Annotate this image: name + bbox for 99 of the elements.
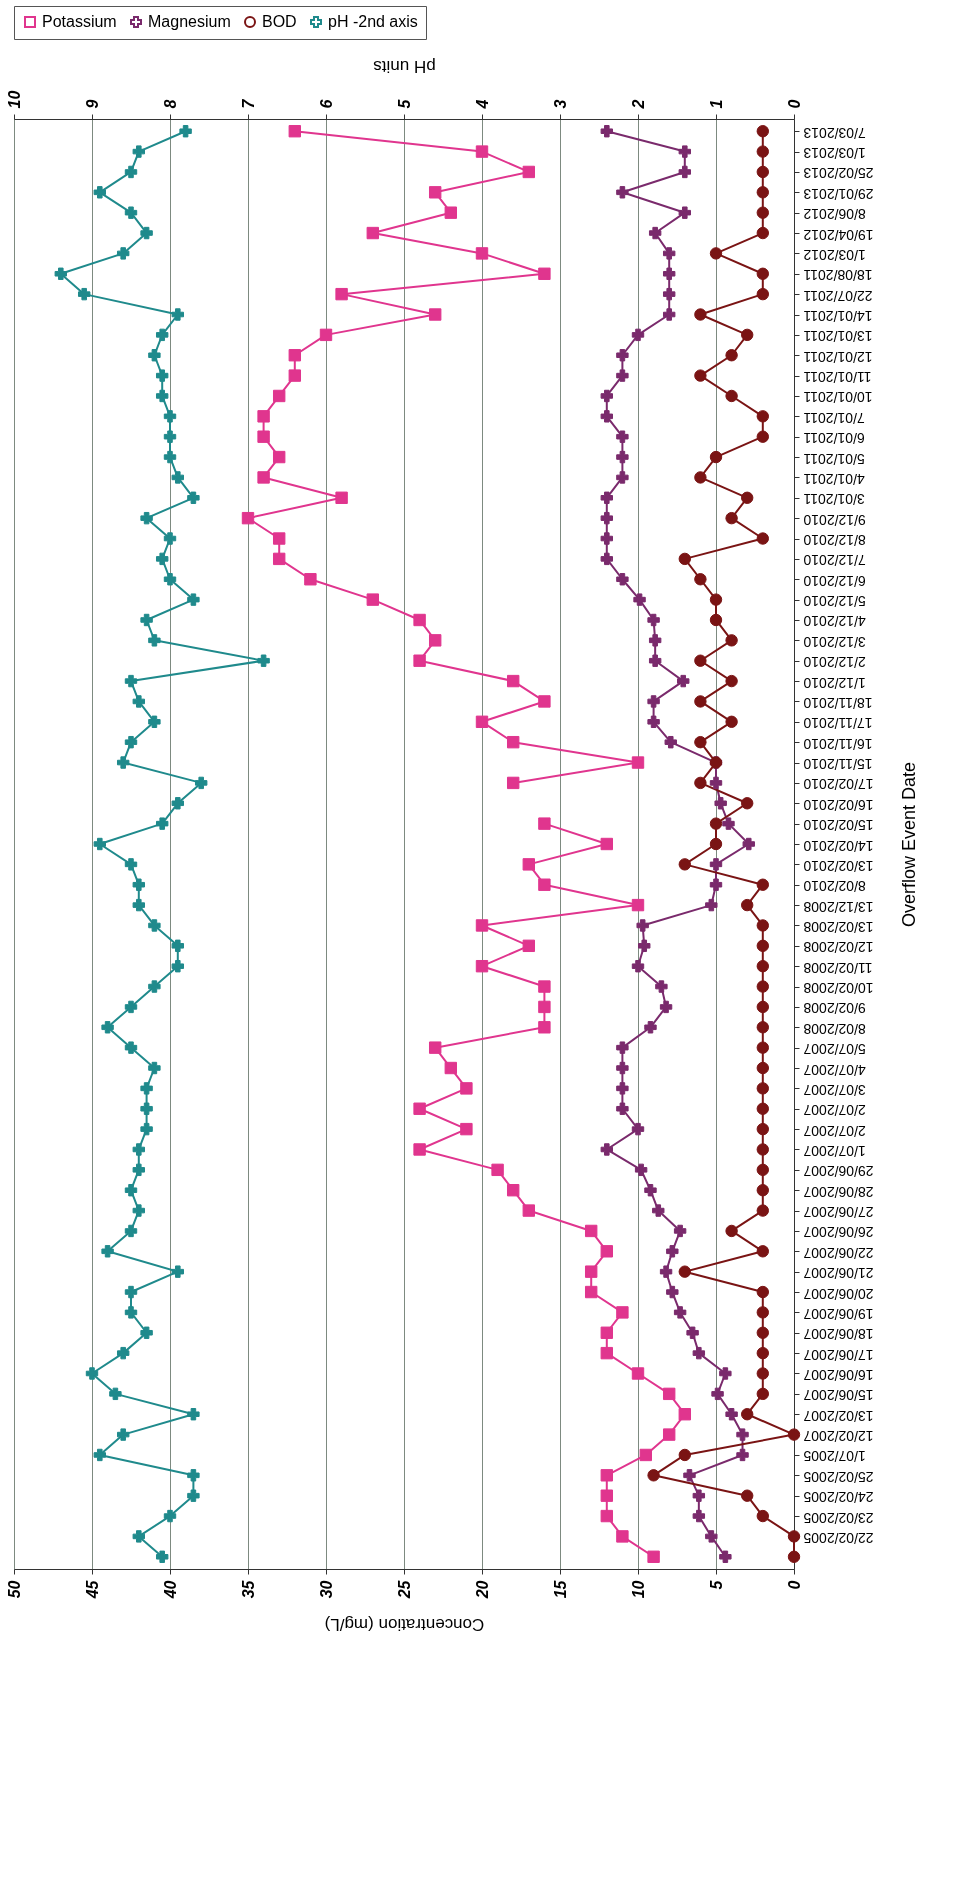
x-tick-label: 0 bbox=[785, 1580, 803, 1590]
legend-label: Potassium bbox=[42, 13, 117, 30]
y-tick-label: 12/02/2008 bbox=[803, 939, 874, 956]
y-tick-label: 3/07/2007 bbox=[803, 1081, 866, 1098]
y-tick-label: 29/01/2013 bbox=[803, 185, 874, 202]
y-tick-label: 2/07/2007 bbox=[803, 1102, 866, 1119]
y-tick-label: 8/06/2012 bbox=[803, 206, 866, 223]
y-tick-label: 20/06/2007 bbox=[803, 1285, 874, 1302]
y-tick-label: 8/12/2010 bbox=[803, 532, 866, 549]
y-tick-label: 3/12/2010 bbox=[803, 633, 866, 650]
x-tick-label: 30 bbox=[317, 1580, 335, 1599]
y-tick-label: 7/03/2013 bbox=[803, 124, 866, 141]
y-tick-label: 7/01/2011 bbox=[803, 409, 865, 426]
y-tick-label: 9/12/2010 bbox=[803, 511, 866, 528]
y-tick-label: 14/01/2011 bbox=[803, 308, 873, 325]
y-tick-label: 9/02/2008 bbox=[803, 1000, 866, 1017]
y-tick-label: 4/07/2007 bbox=[803, 1061, 866, 1078]
y-tick-label: 5/07/2007 bbox=[803, 1041, 866, 1058]
y-tick-label: 1/12/2010 bbox=[803, 674, 866, 691]
y-tick-label: 27/06/2007 bbox=[803, 1204, 874, 1221]
y-tick-label: 28/06/2007 bbox=[803, 1183, 874, 1200]
x-axis-title: Concentration (mg/L) bbox=[324, 1615, 485, 1635]
y-tick-label: 8/02/2008 bbox=[803, 1020, 866, 1037]
y-tick-label: 17/11/2010 bbox=[803, 715, 873, 732]
y-tick-label: 19/04/2012 bbox=[803, 226, 874, 243]
y-tick-label: 10/01/2011 bbox=[803, 389, 873, 406]
legend-label: Magnesium bbox=[148, 13, 231, 30]
y-tick-label: 11/02/2008 bbox=[803, 959, 873, 976]
y-tick-label: 14/02/2010 bbox=[803, 837, 874, 854]
y-tick-label: 13/02/2010 bbox=[803, 857, 874, 874]
y-tick-label: 13/12/2008 bbox=[803, 898, 874, 915]
y-tick-label: 13/01/2011 bbox=[803, 328, 873, 345]
y-tick-label: 7/12/2010 bbox=[803, 552, 866, 569]
y-tick-label: 2/07/2007 bbox=[803, 1122, 866, 1139]
x-tick-label: 10 bbox=[629, 1580, 647, 1599]
y-tick-label: 11/01/2011 bbox=[803, 369, 872, 386]
y-tick-label: 5/01/2011 bbox=[803, 450, 865, 467]
y-tick-label: 16/02/2010 bbox=[803, 796, 874, 813]
x2-tick-label: 7 bbox=[239, 98, 257, 109]
legend-label: pH -2nd axis bbox=[328, 13, 418, 30]
y-tick-label: 1/03/2013 bbox=[803, 145, 866, 162]
x2-tick-label: 5 bbox=[395, 98, 413, 109]
y-tick-label: 26/06/2007 bbox=[803, 1224, 874, 1241]
y-tick-label: 17/02/2010 bbox=[803, 776, 874, 793]
y-tick-label: 8/02/2010 bbox=[803, 878, 866, 895]
y-tick-label: 15/06/2007 bbox=[803, 1387, 874, 1404]
y-tick-label: 12/02/2007 bbox=[803, 1428, 874, 1445]
y-tick-label: 6/12/2010 bbox=[803, 572, 866, 589]
y-tick-label: 21/06/2007 bbox=[803, 1265, 874, 1282]
y-tick-label: 22/06/2007 bbox=[803, 1244, 874, 1261]
y-tick-label: 18/06/2007 bbox=[803, 1326, 874, 1343]
x2-tick-label: 3 bbox=[551, 99, 569, 109]
y-tick-label: 2/12/2010 bbox=[803, 654, 866, 671]
y-tick-label: 16/11/2010 bbox=[803, 735, 873, 752]
y-tick-label: 12/01/2011 bbox=[803, 348, 873, 365]
x-tick-label: 50 bbox=[5, 1580, 23, 1599]
y-tick-label: 5/12/2010 bbox=[803, 593, 866, 610]
x2-tick-label: 2 bbox=[629, 99, 647, 110]
x-tick-label: 5 bbox=[707, 1579, 725, 1590]
x-tick-label: 25 bbox=[395, 1579, 413, 1600]
x-tick-label: 35 bbox=[239, 1579, 257, 1599]
y-tick-label: 25/02/2005 bbox=[803, 1468, 874, 1485]
x2-tick-label: 1 bbox=[707, 99, 725, 109]
y-tick-label: 22/07/2011 bbox=[803, 287, 873, 304]
x2-tick-label: 9 bbox=[83, 99, 101, 109]
x2-tick-label: 0 bbox=[785, 99, 803, 109]
y-tick-label: 16/06/2007 bbox=[803, 1366, 874, 1383]
y-tick-label: 1/03/2012 bbox=[803, 246, 866, 263]
y-axis-title: Overflow Event Date bbox=[898, 761, 919, 928]
y-tick-label: 4/01/2011 bbox=[803, 470, 865, 487]
y-tick-label: 15/11/2010 bbox=[803, 756, 873, 773]
legend-label: BOD bbox=[262, 13, 297, 30]
y-tick-label: 1/07/2005 bbox=[803, 1448, 866, 1465]
y-tick-label: 13/02/2007 bbox=[803, 1407, 874, 1424]
x2-tick-label: 6 bbox=[317, 99, 335, 109]
x2-tick-label: 8 bbox=[161, 99, 179, 109]
y-tick-label: 19/06/2007 bbox=[803, 1305, 874, 1322]
y-tick-label: 1/07/2007 bbox=[803, 1142, 866, 1159]
y-tick-label: 18/11/2010 bbox=[803, 694, 873, 711]
y-tick-label: 24/02/2005 bbox=[803, 1489, 874, 1506]
y-tick-label: 18/08/2011 bbox=[803, 267, 873, 284]
y-tick-label: 10/02/2008 bbox=[803, 980, 874, 997]
y-tick-label: 23/02/2005 bbox=[803, 1509, 874, 1526]
x-tick-label: 15 bbox=[551, 1579, 569, 1599]
y-tick-label: 4/12/2010 bbox=[803, 613, 866, 630]
x2-tick-label: 4 bbox=[473, 99, 491, 110]
x2-tick-label: 10 bbox=[5, 90, 23, 109]
y-tick-label: 29/06/2007 bbox=[803, 1163, 874, 1180]
y-tick-label: 6/01/2011 bbox=[803, 430, 865, 447]
y-tick-label: 22/02/2005 bbox=[803, 1529, 874, 1546]
y-tick-label: 13/02/2008 bbox=[803, 918, 874, 935]
y-tick-label: 3/01/2011 bbox=[803, 491, 865, 508]
x-tick-label: 20 bbox=[473, 1580, 491, 1600]
y-tick-label: 15/02/2010 bbox=[803, 817, 874, 834]
x-tick-label: 40 bbox=[161, 1580, 179, 1600]
y-tick-label: 17/06/2007 bbox=[803, 1346, 874, 1363]
x-tick-label: 45 bbox=[83, 1579, 101, 1600]
y-tick-label: 25/02/2013 bbox=[803, 165, 874, 182]
x2-axis-title: pH units bbox=[373, 56, 436, 76]
